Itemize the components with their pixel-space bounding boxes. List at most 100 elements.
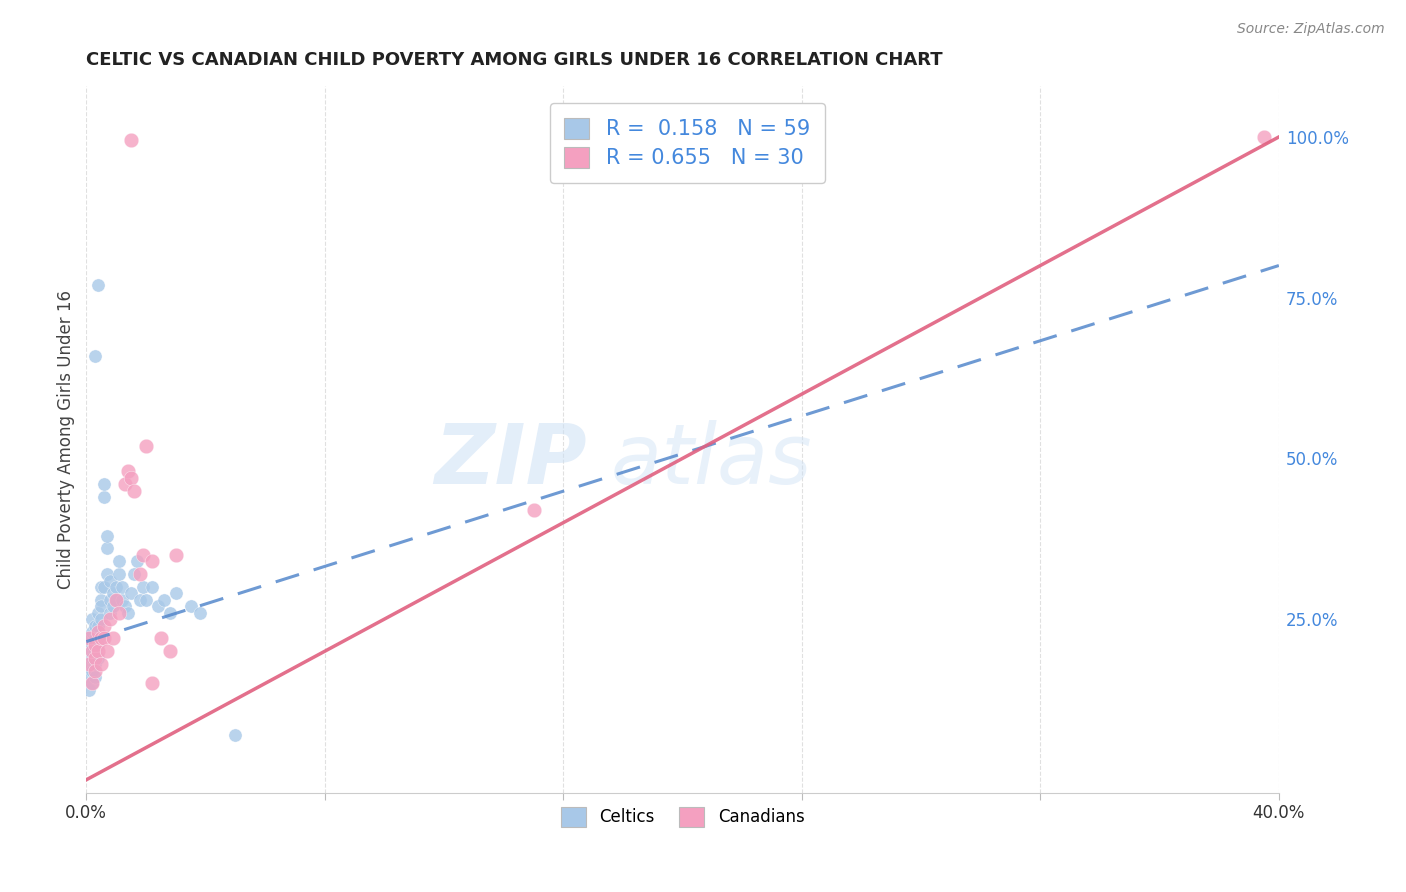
Point: [90, 580, 112, 594]
Point: [77, 657, 100, 671]
Point: [90, 612, 112, 626]
Text: atlas: atlas: [612, 420, 813, 500]
Point: [105, 580, 128, 594]
Point: [141, 676, 163, 690]
Point: [90, 592, 112, 607]
Point: [165, 548, 187, 562]
Point: [84, 618, 107, 632]
Text: CELTIC VS CANADIAN CHILD POVERTY AMONG GIRLS UNDER 16 CORRELATION CHART: CELTIC VS CANADIAN CHILD POVERTY AMONG G…: [86, 51, 943, 69]
Point: [93, 632, 115, 646]
Point: [96, 541, 118, 556]
Point: [93, 618, 115, 632]
Point: [180, 599, 202, 614]
Point: [101, 586, 124, 600]
Point: [108, 606, 131, 620]
Point: [82, 644, 104, 658]
Point: [82, 624, 104, 639]
Point: [111, 592, 134, 607]
Point: [87, 650, 110, 665]
Point: [141, 580, 163, 594]
Point: [87, 632, 110, 646]
Point: [84, 632, 107, 646]
Point: [120, 586, 142, 600]
Point: [159, 606, 181, 620]
Point: [82, 650, 104, 665]
Point: [114, 599, 136, 614]
Point: [132, 580, 155, 594]
Point: [82, 638, 104, 652]
Point: [84, 664, 107, 678]
Point: [82, 676, 104, 690]
Point: [82, 664, 104, 678]
Point: [77, 670, 100, 684]
Text: ZIP: ZIP: [434, 420, 588, 500]
Point: [87, 624, 110, 639]
Point: [135, 438, 157, 452]
Point: [77, 657, 100, 671]
Point: [120, 470, 142, 484]
Point: [77, 644, 100, 658]
Point: [122, 567, 145, 582]
Point: [77, 632, 100, 646]
Point: [98, 574, 121, 588]
Point: [146, 599, 169, 614]
Point: [90, 632, 112, 646]
Point: [114, 477, 136, 491]
Point: [98, 606, 121, 620]
Point: [84, 349, 107, 363]
Point: [96, 567, 118, 582]
Point: [129, 567, 152, 582]
Point: [122, 483, 145, 498]
Point: [132, 548, 155, 562]
Point: [87, 606, 110, 620]
Point: [90, 599, 112, 614]
Point: [87, 638, 110, 652]
Text: Source: ZipAtlas.com: Source: ZipAtlas.com: [1237, 22, 1385, 37]
Point: [188, 606, 211, 620]
Point: [149, 632, 172, 646]
Point: [96, 528, 118, 542]
Point: [84, 638, 107, 652]
Point: [111, 580, 134, 594]
Point: [77, 632, 100, 646]
Point: [129, 592, 152, 607]
Point: [120, 133, 142, 147]
Point: [101, 632, 124, 646]
Point: [98, 612, 121, 626]
Point: [84, 644, 107, 658]
Point: [135, 592, 157, 607]
Point: [84, 670, 107, 684]
Point: [125, 554, 148, 568]
Point: [87, 644, 110, 658]
Point: [84, 650, 107, 665]
Point: [159, 644, 181, 658]
Point: [117, 464, 139, 478]
Point: [153, 592, 176, 607]
Point: [101, 599, 124, 614]
Point: [87, 618, 110, 632]
Legend: Celtics, Canadians: Celtics, Canadians: [554, 800, 811, 834]
Point: [96, 644, 118, 658]
Point: [108, 567, 131, 582]
Point: [87, 277, 110, 292]
Point: [93, 477, 115, 491]
Point: [93, 580, 115, 594]
Point: [90, 657, 112, 671]
Point: [84, 638, 107, 652]
Point: [105, 592, 128, 607]
Point: [117, 606, 139, 620]
Point: [224, 728, 246, 742]
Point: [77, 682, 100, 697]
Point: [82, 676, 104, 690]
Point: [165, 586, 187, 600]
Point: [108, 554, 131, 568]
Point: [1253, 130, 1275, 145]
Point: [82, 612, 104, 626]
Point: [522, 503, 544, 517]
Point: [105, 592, 128, 607]
Point: [141, 554, 163, 568]
Point: [84, 657, 107, 671]
Point: [93, 490, 115, 504]
Point: [98, 592, 121, 607]
Y-axis label: Child Poverty Among Girls Under 16: Child Poverty Among Girls Under 16: [58, 290, 75, 589]
